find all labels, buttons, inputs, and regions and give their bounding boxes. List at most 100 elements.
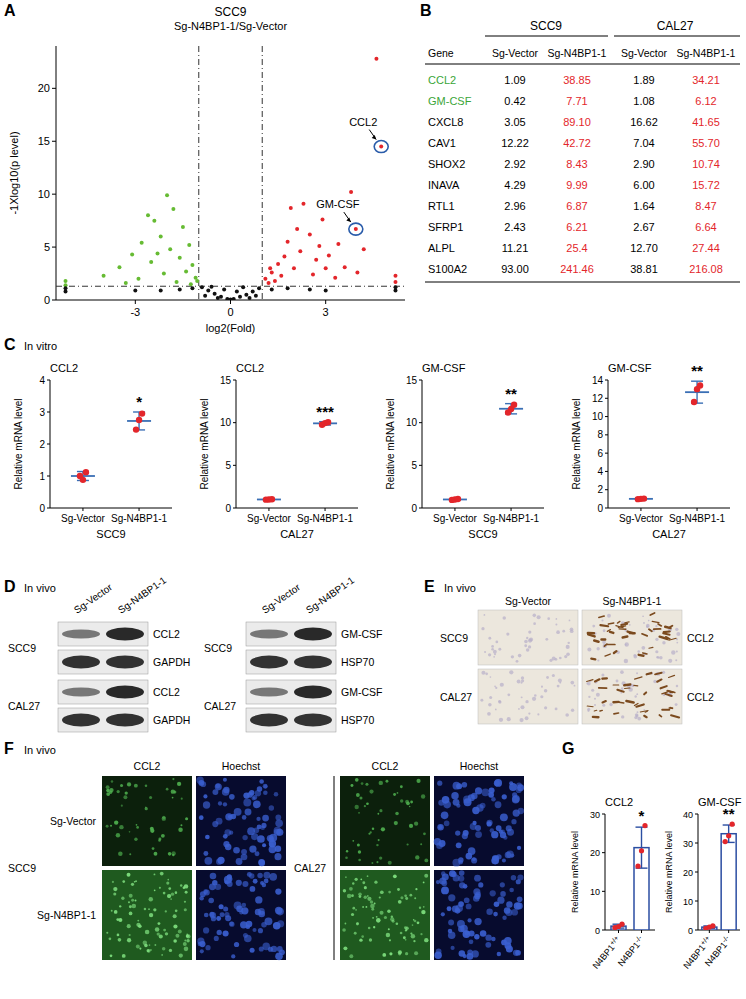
x-tick-label: N4BP1-/- (702, 933, 734, 968)
x-tick (139, 508, 140, 511)
texture (441, 871, 446, 876)
point (301, 202, 305, 206)
table-cell: 6.00 (633, 179, 654, 191)
texture (356, 923, 359, 926)
texture (358, 812, 360, 814)
texture (258, 928, 263, 933)
y-tick-label: 20 (683, 868, 693, 878)
texture (388, 861, 392, 865)
texture (442, 796, 450, 804)
texture (416, 779, 420, 783)
group-label: SCC9 (468, 528, 497, 540)
texture (178, 929, 182, 933)
point (206, 288, 210, 292)
texture (502, 859, 506, 863)
texture (500, 882, 505, 887)
protein-label: HSP70 (341, 656, 374, 668)
point (159, 235, 163, 239)
texture (670, 707, 672, 708)
texture (165, 932, 168, 935)
texture (257, 873, 262, 878)
fluorescence-image (340, 776, 430, 866)
texture (405, 897, 408, 900)
table-cell: 89.10 (563, 116, 591, 128)
texture (172, 797, 174, 799)
table-cell: 93.00 (501, 263, 529, 275)
point (248, 296, 252, 300)
protein-label: GM-CSF (341, 628, 382, 640)
texture (354, 805, 358, 809)
x-tick (641, 930, 642, 933)
texture (150, 827, 154, 831)
texture (365, 906, 367, 908)
point (354, 227, 358, 231)
cell-label: SCC9 (204, 642, 232, 654)
texture (275, 815, 281, 821)
texture (474, 918, 481, 925)
texture (110, 825, 112, 827)
texture (444, 821, 450, 827)
texture (437, 824, 444, 831)
y-tick (695, 814, 698, 815)
point (343, 265, 347, 269)
ihc-image (582, 669, 682, 724)
chart-title: SCC9 (214, 5, 246, 19)
label-patch (315, 198, 361, 210)
texture (419, 907, 421, 909)
texture (549, 659, 552, 662)
point (133, 288, 137, 292)
table-cell: 8.47 (695, 200, 716, 212)
texture (634, 716, 637, 719)
texture (223, 802, 227, 806)
texture (382, 953, 386, 957)
texture (123, 795, 127, 799)
texture (643, 709, 645, 711)
texture (415, 855, 419, 859)
table-cell: 15.72 (692, 179, 720, 191)
y-tick (605, 453, 608, 454)
texture (650, 613, 654, 615)
texture (223, 930, 229, 936)
texture (517, 896, 523, 902)
texture (511, 875, 516, 880)
texture (256, 817, 260, 821)
table-rule (614, 36, 740, 37)
point (282, 255, 286, 259)
texture (134, 837, 137, 840)
texture (149, 897, 153, 901)
y-tick (233, 422, 236, 423)
texture (186, 934, 190, 938)
texture (261, 922, 267, 928)
blot-band (294, 628, 332, 641)
texture (394, 821, 398, 825)
table-cell: RTL1 (428, 200, 455, 212)
texture (170, 898, 172, 900)
replicate-point (83, 469, 89, 475)
texture (525, 700, 528, 703)
texture (255, 896, 262, 903)
texture (389, 952, 392, 955)
texture (610, 632, 613, 633)
texture (222, 788, 229, 795)
y-tick-label: 3 (39, 407, 45, 418)
texture (125, 791, 128, 794)
texture (620, 670, 624, 674)
stain-label: CCL2 (687, 632, 714, 644)
texture (596, 693, 600, 697)
texture (109, 788, 113, 792)
texture (634, 685, 638, 687)
texture (463, 796, 471, 804)
texture (252, 928, 256, 932)
texture (163, 892, 166, 895)
texture (493, 650, 497, 654)
table-cell: 41.65 (692, 116, 720, 128)
table-cell: 241.46 (560, 263, 594, 275)
texture (641, 646, 645, 650)
texture (660, 637, 668, 639)
y-tick-label: 20 (38, 82, 50, 94)
texture (186, 934, 188, 936)
texture (521, 696, 523, 698)
cell-label: CAL27 (8, 700, 40, 712)
significance: ** (723, 805, 735, 822)
texture (533, 614, 537, 618)
